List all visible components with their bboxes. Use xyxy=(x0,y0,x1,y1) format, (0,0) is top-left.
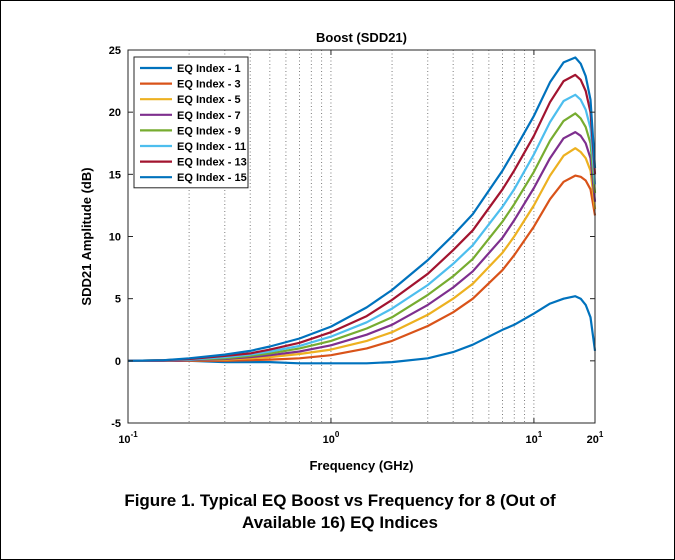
series-line-2 xyxy=(128,174,597,362)
series-line-6 xyxy=(127,93,597,362)
y-tick-label: 10 xyxy=(109,232,121,244)
series-layer xyxy=(127,56,597,365)
caption-line-1: Figure 1. Typical EQ Boost vs Frequency … xyxy=(124,491,556,510)
caption-line-2: Available 16) EQ Indices xyxy=(242,513,438,532)
legend-label: EQ Index - 5 xyxy=(177,94,241,106)
y-tick-label: 15 xyxy=(109,169,121,181)
legend-label: EQ Index - 9 xyxy=(177,125,241,137)
y-tick-label: 5 xyxy=(115,294,121,306)
series-line-8 xyxy=(127,56,597,362)
legend-label: EQ Index - 1 xyxy=(177,63,241,75)
y-axis-title: SDD21 Amplitude (dB) xyxy=(79,167,94,305)
series-line-7 xyxy=(127,73,597,362)
y-tick-label: 0 xyxy=(115,356,121,368)
x-tick-label: 201 xyxy=(587,430,604,446)
chart-title: Boost (SDD21) xyxy=(316,30,407,45)
figure-caption: Figure 1. Typical EQ Boost vs Frequency … xyxy=(60,490,620,534)
y-tick-label: 20 xyxy=(109,107,121,119)
x-tick-label: 100 xyxy=(323,430,340,446)
legend-label: EQ Index - 11 xyxy=(177,141,246,153)
legend-label: EQ Index - 3 xyxy=(177,79,241,91)
series-line-1 xyxy=(128,295,597,365)
legend-label: EQ Index - 15 xyxy=(177,172,247,184)
tick-layer: -5 0 5 10 15 20 25 10-1 100 101 201 xyxy=(109,45,604,446)
legend: EQ Index - 1 EQ Index - 3 EQ Index - 5 EQ I… xyxy=(133,56,249,189)
legend-label: EQ Index - 13 xyxy=(177,157,247,169)
x-axis-title: Frequency (GHz) xyxy=(309,458,413,473)
y-tick-label: 25 xyxy=(109,45,121,57)
legend-box xyxy=(133,56,249,189)
x-tick-label: 10-1 xyxy=(118,430,138,446)
legend-label: EQ Index - 7 xyxy=(177,110,241,122)
series-line-5 xyxy=(127,112,597,362)
y-tick-label: -5 xyxy=(111,418,121,430)
x-tick-label: 101 xyxy=(526,430,543,446)
